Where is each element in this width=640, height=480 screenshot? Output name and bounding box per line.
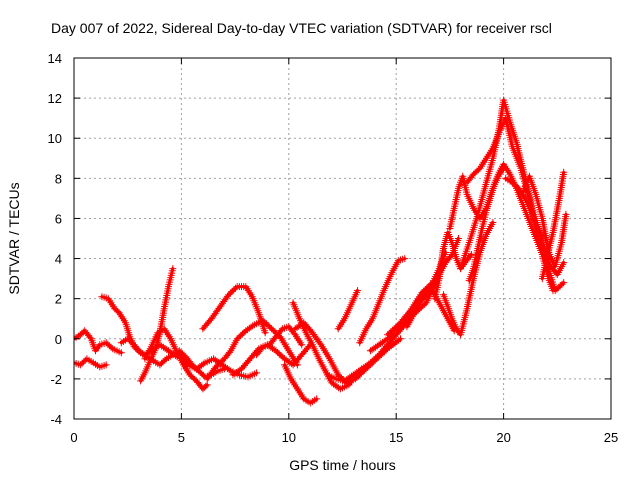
y-tick-label: -4	[50, 412, 62, 427]
grid-layer	[74, 58, 611, 419]
series-arc-29	[538, 168, 568, 283]
y-axis-label: SDTVAR / TECUs	[6, 182, 22, 294]
series-markers	[356, 255, 409, 347]
series-markers	[74, 327, 125, 357]
y-tick-label: 10	[48, 131, 62, 146]
series-markers	[74, 355, 110, 371]
chart-title: Day 007 of 2022, Sidereal Day-to-day VTE…	[51, 20, 552, 36]
series-arc-6	[141, 325, 211, 393]
x-tick-label: 5	[178, 430, 185, 445]
x-axis-label: GPS time / hours	[289, 457, 396, 473]
series-arc-10	[229, 341, 314, 379]
series-markers	[203, 317, 301, 383]
series-arc-17	[356, 255, 409, 347]
y-tick-label: 14	[48, 51, 62, 66]
series-arc-27	[502, 174, 568, 279]
series-arc-1	[74, 355, 110, 371]
series-arc-9	[203, 317, 301, 383]
x-tick-label: 20	[496, 430, 510, 445]
y-tick-label: -2	[50, 372, 62, 387]
series-markers	[141, 325, 211, 393]
series-markers	[199, 283, 269, 337]
series-arc-16	[334, 287, 361, 333]
x-tick-label: 0	[70, 430, 77, 445]
y-tick-label: 6	[55, 211, 62, 226]
x-tick-label: 10	[282, 430, 296, 445]
y-tick-label: 4	[55, 252, 62, 267]
x-tick-label: 15	[389, 430, 403, 445]
data-layer	[74, 96, 570, 407]
plot-frame	[73, 57, 612, 420]
y-tick-label: 12	[48, 91, 62, 106]
series-arc-11	[253, 323, 306, 359]
series-markers	[229, 341, 314, 379]
series-markers	[538, 168, 568, 283]
series-arc-5	[137, 265, 177, 385]
x-tick-label: 25	[604, 430, 618, 445]
series-arc-2	[74, 327, 125, 357]
y-tick-label: 0	[55, 332, 62, 347]
tick-layer: 0 5 10 15 20 25 -4 -2 0 2 4 6 8 10 12 14	[48, 51, 619, 445]
series-arc-8	[199, 283, 269, 337]
y-tick-label: 2	[55, 292, 62, 307]
series-arc-28	[519, 172, 570, 271]
series-arc-12	[281, 361, 321, 407]
series-markers	[137, 265, 177, 385]
series-markers	[334, 287, 361, 333]
y-tick-label: 8	[55, 171, 62, 186]
series-markers	[253, 323, 306, 359]
series-markers	[281, 361, 321, 407]
